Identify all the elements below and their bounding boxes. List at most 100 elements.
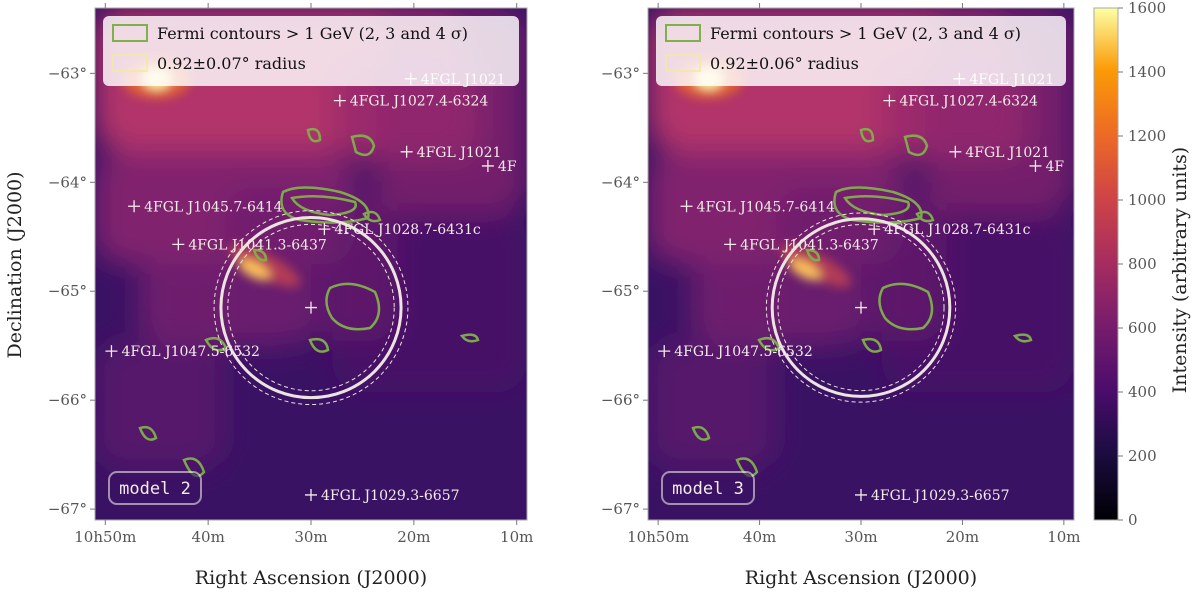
colorbar-label: Intensity (arbitrary units): [1169, 147, 1191, 393]
x-tick-label: 10m: [500, 528, 533, 546]
contour-line: [859, 127, 875, 143]
colorbar: 0 200 400 600 800 1000 1200 1400 1600 Intensity …: [1093, 0, 1191, 529]
source-marker: [128, 200, 141, 213]
source-label: 4FGL J1028.7-6431c: [884, 222, 1031, 238]
source-marker: [724, 238, 737, 251]
y-tick-label: −66°: [48, 391, 87, 409]
contour-line: [1012, 333, 1033, 343]
contour-line: [325, 282, 381, 331]
model-badge-frame: [108, 471, 202, 505]
legend-box: [656, 16, 1066, 86]
legend-radius-swatch: [665, 54, 701, 72]
y-tick-label: −66°: [601, 391, 640, 409]
contour-line: [350, 134, 376, 157]
x-tick-label: 20m: [946, 528, 979, 546]
legend: Fermi contours > 1 GeV (2, 3 and 4 σ) 0.9…: [656, 16, 1066, 86]
colorbar-tick-label: 1000: [1128, 191, 1166, 209]
fermi-contours: [138, 127, 480, 478]
legend-contour-label: Fermi contours > 1 GeV (2, 3 and 4 σ): [710, 24, 1021, 43]
contour-line: [252, 248, 268, 262]
contour-line: [204, 337, 228, 352]
model-badge: model 2: [108, 471, 202, 505]
model-label: model 3: [672, 479, 744, 499]
contour-line: [878, 282, 934, 331]
radius-circle: [770, 217, 952, 398]
contour-line: [182, 457, 206, 478]
diffuse-blob: [775, 187, 947, 341]
source-label: 4FGL J1041.3-6437: [740, 237, 879, 253]
colorbar-tick-label: 400: [1128, 383, 1157, 401]
source-marker: [680, 200, 693, 213]
source-marker: [658, 345, 671, 358]
y-tick-label: −67°: [48, 500, 87, 518]
colorbar-ticks: 0 200 400 600 800 1000 1200 1400 1600: [1118, 0, 1166, 529]
x-axis-label: Right Ascension (J2000): [195, 567, 427, 589]
diffuse-blob: [648, 340, 776, 469]
contour-line: [290, 194, 357, 217]
source-marker: [318, 223, 331, 236]
y-tick-label: −63°: [48, 64, 87, 82]
hotspot-core: [788, 258, 822, 281]
contour-line: [308, 337, 330, 353]
contour-line: [362, 210, 382, 223]
y-tick-label: −67°: [601, 500, 640, 518]
model-badge-frame: [661, 471, 755, 505]
y-axis-label: Declination (J2000): [4, 171, 26, 358]
x-tick-label: 10h50m: [627, 528, 689, 546]
source-label: 4FGL J1041.3-6437: [188, 237, 327, 253]
legend-radius-swatch: [112, 54, 148, 72]
contour-line: [691, 425, 711, 441]
source-marker: [172, 238, 185, 251]
colorbar-tick-label: 1400: [1128, 63, 1166, 81]
contour-line: [861, 337, 883, 353]
legend-radius-label: 0.92±0.06° radius: [710, 54, 859, 73]
diffuse-blob: [224, 187, 398, 341]
legend-contour-swatch: [112, 24, 148, 42]
fermi-contours: [691, 127, 1033, 478]
source-label: 4FGL J1047.5-6532: [674, 344, 813, 360]
source-label: 4FGL J1021: [417, 145, 502, 161]
radius-upper-bound: [765, 212, 957, 403]
x-tick-label: 30m: [844, 528, 877, 546]
x-tick-label: 30m: [294, 528, 327, 546]
hotspot-core: [238, 258, 271, 281]
legend-radius-label: 0.92±0.07° radius: [157, 54, 306, 73]
y-tick-label: −64°: [601, 173, 640, 191]
axis-ticks: 10h50m 40m 30m 20m 10m −63° −64° −65° −66° −67°: [48, 3, 533, 546]
radius-circle: [219, 216, 403, 400]
colorbar-tick-label: 600: [1128, 319, 1157, 337]
y-tick-label: −65°: [48, 282, 87, 300]
colorbar-tick-label: 200: [1128, 447, 1157, 465]
colorbar-scale: [1093, 7, 1119, 521]
radius-lower-bound: [227, 223, 395, 392]
y-tick-label: −64°: [48, 173, 87, 191]
legend-box: [103, 16, 519, 86]
radius-upper-bound: [213, 210, 409, 405]
diffuse-blob: [95, 340, 225, 469]
source-label: 4FGL J1028.7-6431c: [334, 222, 481, 238]
contour-line: [459, 333, 480, 343]
source-marker: [1029, 159, 1042, 172]
x-tick-label: 40m: [743, 528, 776, 546]
contour-line: [805, 248, 821, 262]
source-marker: [855, 488, 867, 501]
colorbar-tick-label: 1200: [1128, 127, 1166, 145]
colorbar-tick-label: 800: [1128, 255, 1157, 273]
contour-line: [735, 457, 759, 478]
source-marker: [949, 145, 962, 158]
source-label: 4FGL J1027.4-6324: [350, 94, 489, 110]
contour-line: [757, 337, 781, 352]
source-marker: [400, 145, 413, 158]
contour-line: [138, 425, 158, 441]
source-marker: [883, 94, 896, 107]
axis-ticks: 10h50m 40m 30m 20m 10m −63° −64° −65° −66° −67°: [601, 3, 1081, 546]
model-badge: model 3: [661, 471, 755, 505]
contour-line: [306, 127, 322, 143]
source-marker: [305, 488, 317, 501]
source-marker: [855, 301, 867, 314]
source-label: 4F: [498, 159, 517, 175]
source-marker: [105, 345, 118, 358]
legend-contour-label: Fermi contours > 1 GeV (2, 3 and 4 σ): [157, 24, 468, 43]
